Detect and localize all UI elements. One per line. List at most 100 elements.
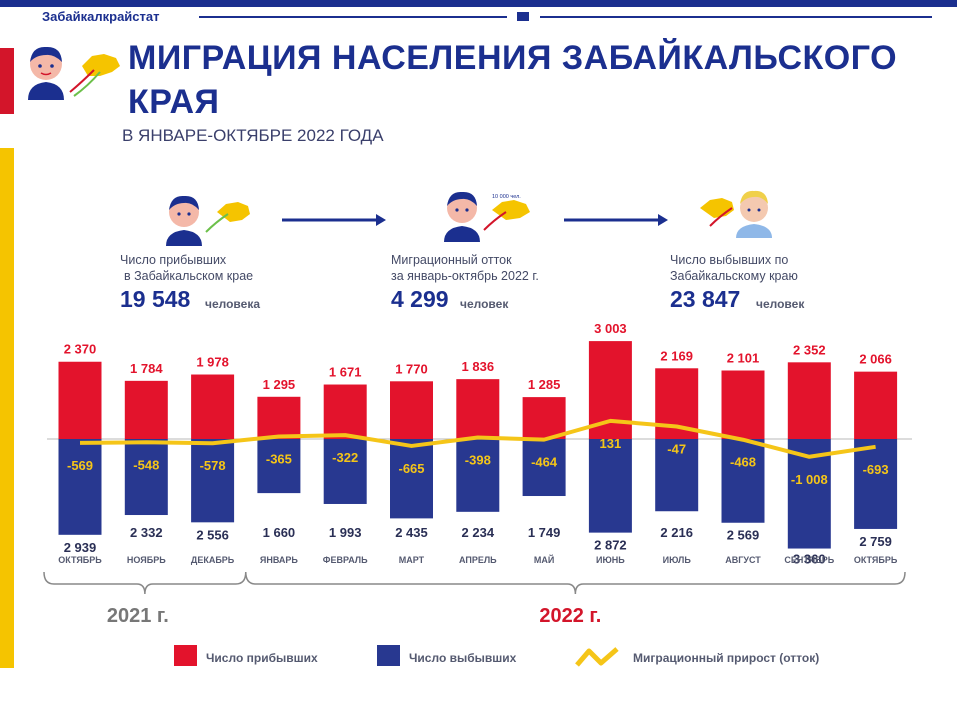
category-label: ОКТЯБРЬ [854,555,898,565]
data-label-departed: 1 993 [329,525,362,540]
bar-departed [588,439,632,533]
header-line-left [199,16,507,18]
stat-departed-label-2: Забайкальскому краю [670,269,798,283]
stat-outflow-unit: человек [460,297,509,311]
data-label-departed: 1 749 [528,525,561,540]
data-label-departed: 2 234 [462,525,495,540]
data-label-arrived: 2 169 [660,348,693,363]
data-label-arrived: 2 352 [793,342,826,357]
stat-arrived-label-1: Число прибывших [120,253,227,267]
bracket-2022 [245,571,906,595]
header-square [517,12,529,21]
data-label-arrived: 3 003 [594,321,627,336]
data-label-departed: 1 660 [263,525,296,540]
net-migration-line [79,418,876,459]
data-label-net: 131 [600,436,622,451]
bar-arrived [854,371,898,439]
data-label-net: -693 [863,462,889,477]
person-outflow-icon: 10 000 чел. [444,191,530,242]
data-label-departed: 3 360 [793,552,826,567]
data-label-arrived: 1 836 [462,359,495,374]
bar-departed [721,439,765,523]
bar-departed [191,439,235,523]
data-label-net: -548 [133,457,159,472]
legend-swatch-net [575,647,619,667]
bar-departed [655,439,699,512]
bar-arrived [721,370,765,439]
bar-departed [854,439,898,529]
legend-swatch-departed [377,645,400,666]
bar-arrived [456,379,500,439]
data-label-net: -365 [266,451,292,466]
data-label-departed: 2 332 [130,525,163,540]
bracket-2021 [43,571,247,595]
page-subtitle: В ЯНВАРЕ-ОКТЯБРЕ 2022 ГОДА [122,126,384,145]
data-label-arrived: 1 285 [528,377,561,392]
stat-arrived-unit: человека [205,297,261,311]
data-label-net: -464 [531,455,558,470]
stat-outflow-label-1: Миграционный отток [391,253,512,267]
top-bar [0,0,957,7]
data-label-arrived: 1 978 [196,355,229,370]
bar-arrived [787,362,831,439]
legend-label-net: Миграционный прирост (отток) [633,651,820,665]
person-depart-icon [700,190,772,238]
page-title: МИГРАЦИЯ НАСЕЛЕНИЯ ЗАБАЙКАЛЬСКОГО КРАЯ [128,39,898,121]
category-label: СЕНТЯБРЬ [784,555,834,565]
data-label-arrived: 1 671 [329,365,362,380]
category-label: АВГУСТ [725,555,761,565]
data-label-arrived: 2 101 [727,351,760,366]
brand-name: Забайкалкрайстат [42,9,160,24]
stat-outflow-value: 4 299 [391,286,449,312]
bar-departed [124,439,168,516]
stat-arrived-value: 19 548 [120,286,191,312]
category-label: МАРТ [399,555,425,565]
data-label-net: -1 008 [791,472,828,487]
data-label-departed: 2 216 [660,525,693,540]
category-label: НОЯБРЬ [127,555,166,565]
person-arrive-icon [166,195,250,246]
bar-departed [323,439,367,504]
side-accent-yellow [0,148,14,668]
map-badge: 10 000 чел. [492,194,521,200]
category-label: ОКТЯБРЬ [58,555,102,565]
data-label-net: -398 [465,453,491,468]
bar-arrived [124,380,168,439]
year-label-2021: 2021 г. [106,605,169,627]
category-label: ИЮНЬ [596,555,625,565]
bar-arrived [257,396,301,439]
person-map-icon [28,46,120,100]
data-label-arrived: 2 370 [64,342,97,357]
category-label: ФЕВРАЛЬ [323,555,368,565]
stat-arrived-label-2: в Забайкальском крае [124,269,254,283]
data-label-net: -578 [200,458,226,473]
data-label-departed: 2 556 [196,527,229,542]
data-label-net: -47 [667,441,686,456]
data-label-departed: 2 569 [727,528,760,543]
bar-arrived [522,397,566,439]
legend-swatch-arrived [174,645,197,666]
bar-departed [390,439,433,519]
data-label-net: -322 [332,450,358,465]
stat-departed-unit: человек [756,297,805,311]
legend-label-departed: Число выбывших [409,651,517,665]
side-accent-red [0,48,14,114]
stat-departed-value: 23 847 [670,286,741,312]
bar-departed [456,439,500,512]
bar-arrived [58,361,102,439]
category-label: ДЕКАБРЬ [191,555,235,565]
bar-departed [58,439,102,535]
stat-outflow-label-2: за январь-октябрь 2022 г. [391,269,539,283]
category-label: ИЮЛЬ [663,555,692,565]
data-label-departed: 2 435 [395,525,428,540]
stat-departed-label-1: Число выбывших по [670,253,789,267]
data-label-arrived: 1 770 [395,361,428,376]
category-label: ЯНВАРЬ [260,555,299,565]
header-line-right [540,16,932,18]
category-label: МАЙ [534,554,554,565]
arrow-right-icon [282,214,386,226]
data-label-departed: 2 939 [64,540,97,555]
legend-label-arrived: Число прибывших [206,651,318,665]
bar-departed [257,439,301,494]
